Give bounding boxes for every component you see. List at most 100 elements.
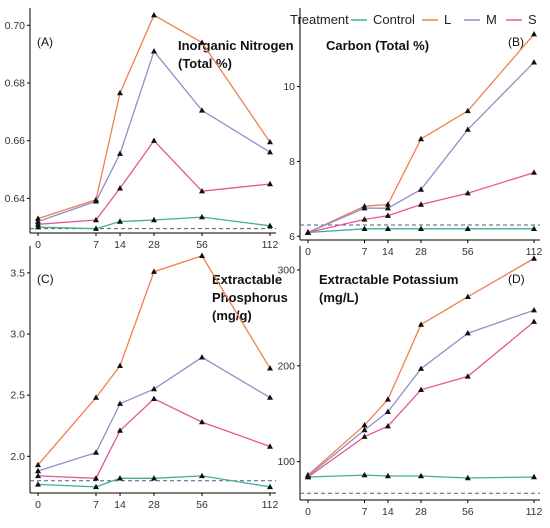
panel-a-series-l-point [267,138,273,145]
panel-b-series-s-point [305,229,311,235]
panel-a-x-tick-label: 112 [262,239,279,251]
panel-a-x-tick-label: 28 [148,239,160,251]
panel-a-y-tick-label: 0.70 [5,20,26,32]
panel-c-extractable-phosphorus: (C) Extractable Phosphorus (mg/g) 2.0 2.5… [10,246,288,511]
panel-d-series-s-point [305,473,311,480]
panel-b-title-line-1: Carbon (Total %) [326,38,429,53]
panel-c-series-control-point [35,481,41,487]
panel-b-series-control-point [464,225,471,231]
panel-a-series-control-point [267,222,273,228]
panel-b-y-tick-label: 8 [289,156,295,168]
panel-d-x-tick-label: 28 [415,506,427,518]
panel-d-series-s-point [361,433,368,439]
panel-d-series-l-point [531,255,537,261]
panel-a-series-s-point [93,216,99,223]
panel-c-series-l-line [37,255,271,466]
panel-b-series-m-point [531,59,537,65]
panel-c-series-s-point [151,395,157,401]
panel-d-y-tick-label: 300 [277,264,295,276]
panel-a-series-l-point [117,89,123,96]
panel-c-title-line-1: Extractable [212,272,282,287]
panel-d-series-s-point [384,423,391,429]
panel-a-series-m-point [267,149,273,155]
panel-d-series-s-point [531,318,537,324]
panel-d-x-tick-label: 7 [362,506,368,518]
panel-b-series-l-line [307,33,535,234]
panel-c-series-control-point [93,483,99,490]
panel-a-series-control-point [35,224,41,230]
panel-a-series-s-point [117,185,123,191]
panel-d-x-tick-label: 14 [382,506,394,518]
panel-b-series-control-point [418,225,424,231]
panel-c-series-m-point [93,449,99,455]
panel-c-series-s-point [93,475,99,481]
panel-c-series-s-line [37,398,271,479]
panel-b-y-tick-label: 6 [289,231,295,243]
panel-d-series-control-line [307,474,535,479]
panel-b-series-control-point [384,225,391,231]
panel-c-x-tick-label: 14 [114,499,126,511]
panel-c-series-control-point [117,475,123,481]
legend-title: Treatment [290,12,349,27]
panel-b-y-tick-label: 10 [283,81,295,93]
panel-d-x-tick-label: 112 [526,506,543,518]
panel-d-series-m-point [464,330,471,336]
panel-b-carbon: (B) Carbon (Total %) 6 8 10 0 7 14 28 56 112 [283,8,543,258]
panel-c-y-tick-label: 3.0 [10,329,25,341]
panel-b-series-s-point [361,216,368,222]
panel-c-series-m-line [37,356,271,472]
panel-d-y-tick-label: 200 [277,360,295,372]
panel-d-series-m-point [384,408,391,414]
panel-b-x-tick-label: 14 [382,246,394,258]
panel-a-series-control-point [93,225,99,231]
panel-b-series-m-line [307,61,535,234]
panel-b-letter: (B) [508,35,524,49]
panel-c-series-m-point [35,467,41,474]
panel-d-series-l-line [307,257,535,476]
panel-a-series-m-line [37,49,271,223]
panel-d-series-m-line [307,309,535,477]
panel-a-x-tick-label: 56 [196,239,208,251]
panel-d-series-s-point [464,373,471,379]
panel-d-series-m-point [361,426,368,433]
panel-c-x-tick-label: 7 [93,499,99,511]
panel-c-series-s-point [117,427,123,433]
panel-b-x-tick-label: 0 [305,246,311,258]
panel-b-x-tick-label: 28 [415,246,427,258]
panel-a-title-line-2: (Total %) [178,56,232,71]
panel-a-series-s-point [151,137,157,143]
panel-b-series-l-point [384,201,391,207]
panel-a-series-control-point [117,218,123,224]
legend-label-control: Control [373,12,415,27]
panel-a-series-m-point [93,198,99,204]
panel-d-series-m-point [418,365,424,371]
panel-c-series-control-point [151,475,157,481]
panel-d-letter: (D) [508,272,525,286]
panel-c-series-l-point [117,362,123,368]
panel-b-series-control-point [361,225,368,231]
panel-a-x-tick-label: 0 [35,239,41,251]
legend: Treatment Control L M S [290,12,537,27]
panel-a-inorganic-nitrogen: (A) Inorganic Nitrogen (Total %) 0.64 0.6… [5,8,294,251]
panel-a-series-m-point [199,107,205,113]
panel-a-series-control-point [199,213,205,220]
panel-d-x-tick-label: 56 [462,506,474,518]
panel-a-y-tick-label: 0.64 [5,193,26,205]
panel-a-y-tick-label: 0.68 [5,78,26,90]
panel-a-letter: (A) [37,35,53,49]
panel-d-title-line-1: Extractable Potassium [319,272,458,287]
panel-a-title-line-1: Inorganic Nitrogen [178,38,294,53]
panel-a-series-l-line [37,14,271,220]
panel-c-y-tick-label: 3.5 [10,267,25,279]
panel-c-series-s-point [199,418,205,425]
panel-b-x-tick-label: 7 [362,246,368,258]
panel-b-series-m-point [464,126,471,132]
panel-a-series-control-point [151,216,157,223]
panel-c-letter: (C) [37,272,54,286]
panel-c-title-line-2: Phosphorus [212,290,288,305]
panel-c-series-s-point [35,472,41,479]
panel-a-series-m-point [35,218,41,224]
panel-b-x-tick-label: 56 [462,246,474,258]
panel-c-x-tick-label: 112 [262,499,279,511]
panel-c-series-m-point [151,385,157,392]
